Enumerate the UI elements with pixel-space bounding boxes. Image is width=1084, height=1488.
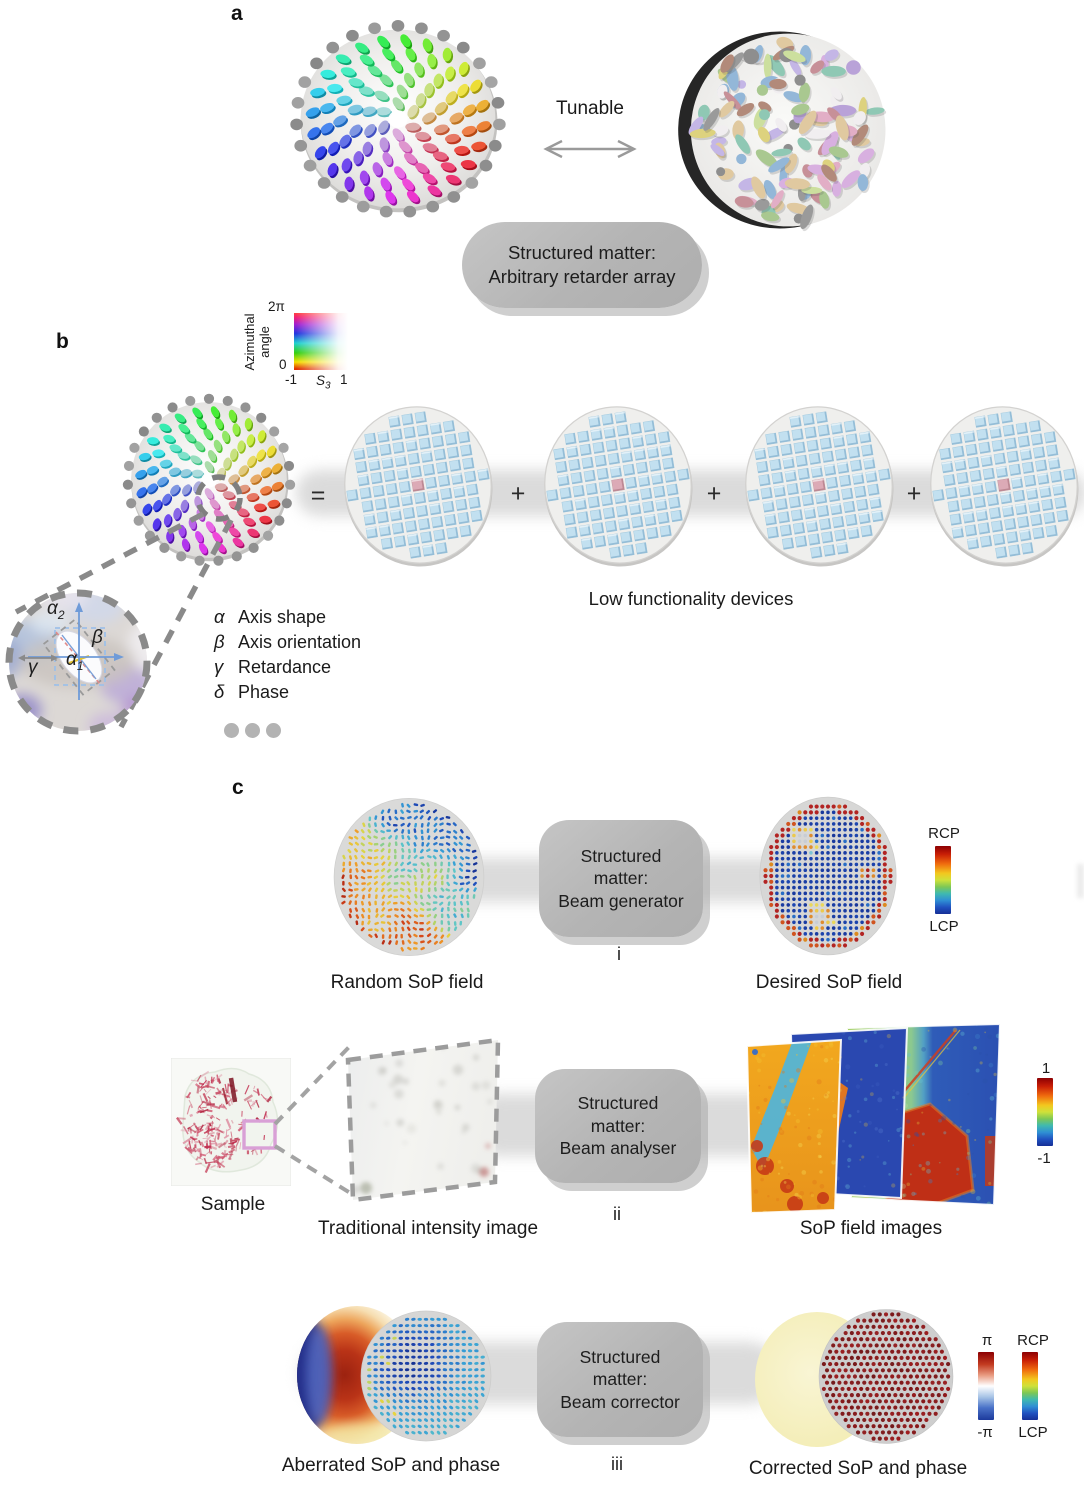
magnifier-dashed-connector xyxy=(14,474,243,729)
legend-row-beta: β Axis orientation xyxy=(214,631,362,652)
inset-beta-label: β xyxy=(92,627,103,648)
legend-row-gamma: γ Retardance xyxy=(214,656,332,677)
cbar-pol-top: RCP xyxy=(1017,1332,1049,1349)
low-functionality-label: Low functionality devices xyxy=(588,588,794,609)
intensity-caption: Traditional intensity image xyxy=(317,1218,539,1239)
structured-matter-box-ii: Structured matter: Beam analyser xyxy=(535,1069,701,1183)
colormap-ymin: 0 xyxy=(279,357,287,372)
structured-matter-box-a: Structured matter: Arbitrary retarder ar… xyxy=(462,222,702,308)
cbar-pol-bottom: LCP xyxy=(1018,1424,1048,1441)
ellipsis-dot-3 xyxy=(266,723,281,738)
panel-a-label: a xyxy=(231,2,243,25)
numeral-iii: iii xyxy=(611,1454,623,1474)
low-functionality-disk-2 xyxy=(544,406,693,567)
corrected-sop-disk xyxy=(818,1309,954,1444)
azimuthal-s3-colormap xyxy=(294,313,348,370)
retarder-array-disk-rainbow-b xyxy=(122,393,296,566)
cbar-i-top-label: RCP xyxy=(928,825,960,842)
plus-sign-2: + xyxy=(706,479,722,508)
traditional-intensity-image xyxy=(345,1037,501,1203)
sop-field-image-stack xyxy=(745,1022,1002,1215)
band-sliver-right xyxy=(1077,864,1084,898)
aberrated-sop-disk xyxy=(360,1310,492,1442)
low-functionality-disk-3 xyxy=(745,406,894,567)
tunable-label: Tunable xyxy=(556,98,624,119)
corrected-caption: Corrected SoP and phase xyxy=(748,1458,968,1479)
cbar-phase-top: π xyxy=(981,1332,993,1349)
cbar-pol xyxy=(1022,1352,1038,1420)
parameter-legend: α Axis shape β Axis orientation γ Retard… xyxy=(214,606,361,706)
cbar-ii-bottom-label: -1 xyxy=(1037,1150,1051,1167)
box-a-line1: Structured matter: xyxy=(507,242,657,264)
cbar-phase-bottom: -π xyxy=(977,1424,993,1441)
desired-sop-caption: Desired SoP field xyxy=(755,972,903,993)
inset-gamma-label: γ xyxy=(28,657,38,678)
desired-sop-disk xyxy=(759,796,897,956)
box-a-line2: Arbitrary retarder array xyxy=(488,266,676,287)
plus-sign-1: + xyxy=(510,479,526,508)
random-sop-caption: Random SoP field xyxy=(330,972,484,993)
sample-caption: Sample xyxy=(200,1194,266,1215)
legend-row-alpha: α Axis shape xyxy=(214,606,327,627)
low-functionality-disk-1 xyxy=(344,406,493,567)
random-sop-disk xyxy=(333,797,485,957)
cbar-ii-top-label: 1 xyxy=(1041,1060,1051,1077)
cbar-rcp-lcp-i xyxy=(935,846,951,914)
numeral-ii: ii xyxy=(613,1204,621,1224)
numeral-i: i xyxy=(617,944,621,964)
retarder-array-disk-rainbow xyxy=(290,19,506,218)
retarder-unit-inset xyxy=(5,589,151,735)
legend-row-delta: δ Phase xyxy=(214,681,290,702)
colormap-xlabel: S3 xyxy=(316,373,331,392)
cbar-i-bottom-label: LCP xyxy=(929,918,959,935)
aberrated-caption: Aberrated SoP and phase xyxy=(281,1455,501,1476)
colormap-ylabel: Azimuthal angle xyxy=(242,313,272,371)
tunable-double-arrow-icon xyxy=(543,139,637,159)
sop-images-caption: SoP field images xyxy=(799,1218,943,1239)
colormap-ymax: 2π xyxy=(268,299,285,314)
panel-c-label: c xyxy=(232,776,244,799)
equals-sign: = xyxy=(310,481,326,510)
structured-matter-box-i: Structured matter: Beam generator xyxy=(539,820,703,937)
retarder-array-disk-random xyxy=(678,31,887,232)
plus-sign-3: + xyxy=(906,479,922,508)
cbar-phase xyxy=(978,1352,994,1420)
sample-zoom-dashed-connector xyxy=(273,1044,357,1198)
cbar-s-ii xyxy=(1037,1078,1053,1146)
low-functionality-disk-4 xyxy=(930,406,1079,567)
panel-b-label: b xyxy=(56,330,69,353)
gamma-double-arrow-icon xyxy=(18,654,58,662)
structured-matter-box-iii: Structured matter: Beam corrector xyxy=(537,1322,703,1437)
sample-microscopy-image xyxy=(171,1058,291,1186)
colormap-xmax: 1 xyxy=(340,372,348,387)
colormap-xmin: -1 xyxy=(285,372,298,387)
inset-alpha1-label: α1 xyxy=(66,649,84,673)
inset-alpha2-label: α2 xyxy=(47,598,65,622)
ellipsis-dot-2 xyxy=(245,723,260,738)
ellipsis-dot-1 xyxy=(224,723,239,738)
